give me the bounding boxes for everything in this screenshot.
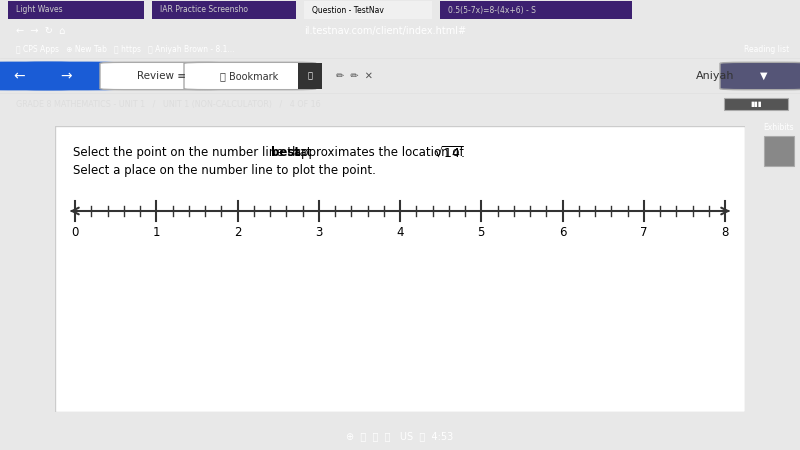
Text: 2: 2	[234, 226, 242, 239]
FancyBboxPatch shape	[724, 98, 788, 110]
FancyBboxPatch shape	[298, 63, 322, 89]
Text: Question - TestNav: Question - TestNav	[312, 5, 384, 14]
Text: approximates the location of: approximates the location of	[290, 146, 467, 159]
Text: GRADE 8 MATHEMATICS - UNIT 1   /   UNIT 1 (NON-CALCULATOR)   /   4 OF 16: GRADE 8 MATHEMATICS - UNIT 1 / UNIT 1 (N…	[16, 99, 321, 108]
Text: ⬜ CPS Apps   ⊕ New Tab   🔗 https   📊 Aniyah Brown - 8.1...: ⬜ CPS Apps ⊕ New Tab 🔗 https 📊 Aniyah Br…	[16, 45, 234, 54]
Text: Select a place on the number line to plot the point.: Select a place on the number line to plo…	[73, 164, 376, 177]
Text: 8: 8	[722, 226, 729, 239]
Text: Exhibits: Exhibits	[764, 123, 794, 132]
Text: 4: 4	[396, 226, 404, 239]
Text: best: best	[270, 146, 300, 159]
FancyBboxPatch shape	[55, 126, 745, 412]
Text: 7: 7	[640, 226, 647, 239]
Text: Light Waves: Light Waves	[16, 5, 62, 14]
Text: Aniyah: Aniyah	[696, 71, 734, 81]
FancyBboxPatch shape	[440, 1, 632, 19]
FancyBboxPatch shape	[12, 62, 128, 90]
Text: →: →	[60, 69, 72, 83]
FancyBboxPatch shape	[184, 62, 316, 90]
FancyBboxPatch shape	[152, 1, 296, 19]
Text: ←  →  ↻  ⌂: ← → ↻ ⌂	[16, 26, 66, 36]
Text: ⬛: ⬛	[308, 72, 313, 81]
FancyBboxPatch shape	[304, 1, 432, 19]
Text: IAR Practice Screensho: IAR Practice Screensho	[160, 5, 248, 14]
Text: 0.5(5-7x)=8-(4x+6) - S: 0.5(5-7x)=8-(4x+6) - S	[448, 5, 536, 14]
Text: 6: 6	[558, 226, 566, 239]
Text: 1: 1	[153, 226, 160, 239]
Text: 🔖 Bookmark: 🔖 Bookmark	[221, 71, 278, 81]
Text: $\sqrt{14}$.: $\sqrt{14}$.	[434, 146, 466, 161]
Text: ✏  ✏  ✕: ✏ ✏ ✕	[336, 71, 373, 81]
Text: 3: 3	[315, 226, 322, 239]
FancyBboxPatch shape	[8, 1, 144, 19]
FancyBboxPatch shape	[764, 136, 794, 166]
Text: Review ≡: Review ≡	[137, 71, 186, 81]
Text: 0: 0	[71, 226, 78, 239]
FancyBboxPatch shape	[0, 62, 84, 90]
Text: ▼: ▼	[760, 71, 768, 81]
Text: ←: ←	[13, 69, 25, 83]
Text: ▮▮▮: ▮▮▮	[750, 101, 762, 107]
Text: Reading list: Reading list	[744, 45, 790, 54]
FancyBboxPatch shape	[720, 62, 800, 90]
Text: 5: 5	[478, 226, 485, 239]
Text: il.testnav.com/client/index.html#: il.testnav.com/client/index.html#	[304, 26, 466, 36]
FancyBboxPatch shape	[100, 62, 224, 90]
Text: Select the point on the number line that: Select the point on the number line that	[73, 146, 315, 159]
Text: ⊕  🔴  🟡  🟢   US  🔋  4:53: ⊕ 🔴 🟡 🟢 US 🔋 4:53	[346, 431, 454, 441]
